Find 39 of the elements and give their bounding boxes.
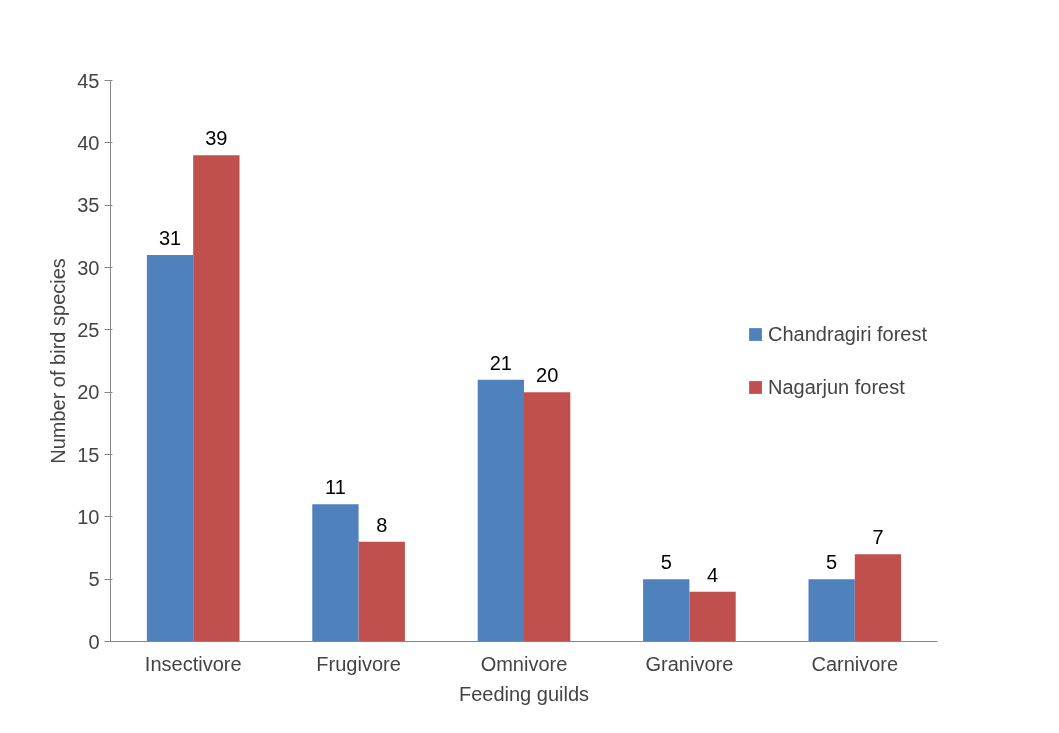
x-tick-label: Carnivore	[811, 652, 899, 675]
data-label: 20	[536, 364, 559, 387]
x-tick-label: Frugivore	[316, 652, 401, 675]
legend-label: Chandragiri forest	[768, 322, 927, 346]
y-tick-label: 0	[88, 630, 100, 653]
y-tick-label: 35	[77, 194, 100, 217]
x-axis-title: Feeding guilds	[458, 682, 590, 705]
bar	[358, 541, 405, 642]
bar	[524, 392, 571, 642]
y-tick-label: 30	[77, 256, 100, 279]
data-label: 39	[205, 127, 228, 150]
y-tick-label: 5	[88, 568, 100, 591]
data-label: 8	[376, 513, 388, 536]
y-tick-label: 45	[77, 69, 100, 92]
data-label: 31	[158, 227, 182, 250]
bar	[312, 504, 359, 642]
x-tick-label: Insectivore	[144, 652, 242, 675]
data-label: 7	[872, 526, 884, 549]
y-tick-label: 25	[77, 318, 100, 341]
y-axis-title: Number of bird species	[47, 258, 70, 464]
bar	[689, 591, 736, 642]
bar	[146, 255, 194, 642]
bar	[193, 155, 240, 642]
y-tick-label: 20	[77, 381, 100, 404]
legend-label: Nagarjun forest	[768, 375, 905, 399]
data-label: 5	[660, 551, 672, 574]
bar	[808, 579, 855, 642]
bar	[854, 554, 902, 642]
data-label: 21	[489, 351, 512, 374]
data-label: 5	[826, 551, 838, 574]
x-tick-label: Omnivore	[480, 652, 568, 675]
bar	[643, 579, 690, 642]
x-tick-label: Granivore	[645, 652, 734, 675]
bar	[477, 379, 524, 642]
y-tick-label: 10	[77, 505, 100, 528]
y-tick-label: 15	[77, 443, 100, 466]
y-tick-label: 40	[77, 131, 100, 154]
data-label: 4	[706, 563, 719, 586]
data-label: 11	[325, 476, 346, 499]
